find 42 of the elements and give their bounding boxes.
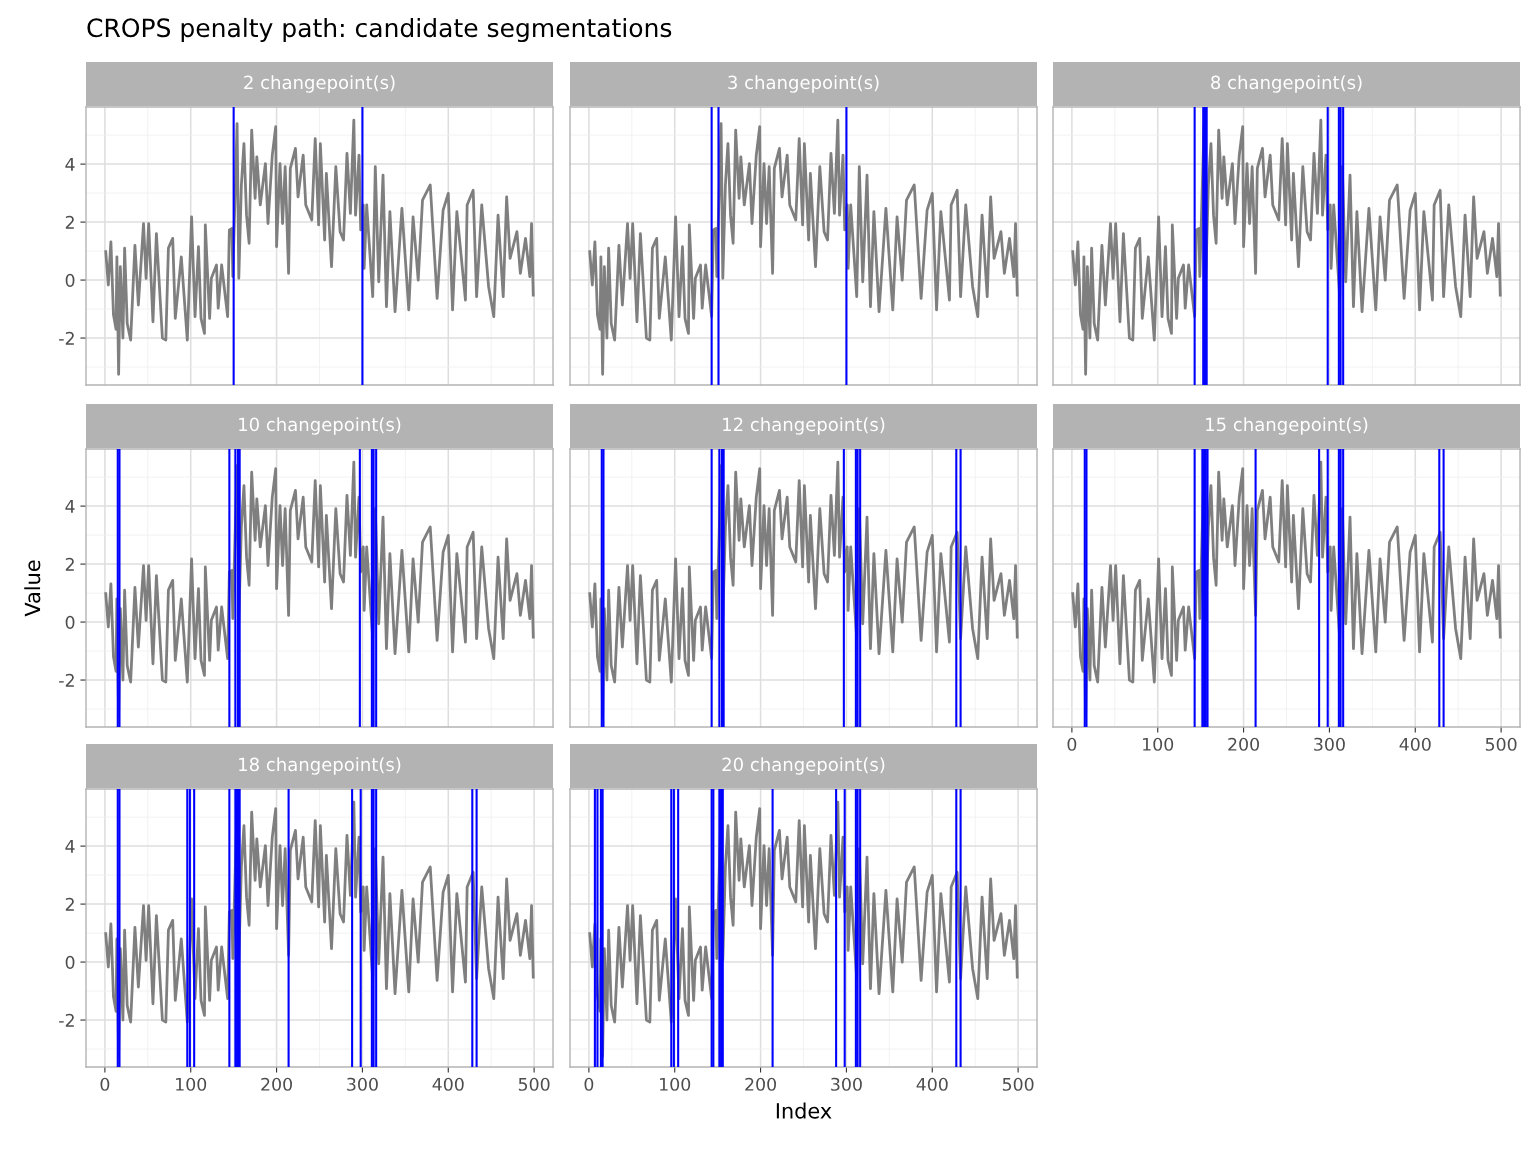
x-tick-label: 400 — [916, 1077, 948, 1091]
chart-title: 18 changepoint(s) — [239, 757, 401, 775]
x-tick-label: 200 — [745, 1077, 776, 1091]
y-tick-label: -2 — [59, 673, 74, 687]
y-tick-label: 4 — [65, 840, 75, 853]
y-tick-label: 2 — [65, 215, 74, 229]
x-tick-label: 500 — [1002, 1077, 1034, 1091]
x-tick-label: 100 — [176, 1077, 207, 1091]
y-tick-label: 2 — [65, 897, 74, 911]
x-tick-label: 300 — [831, 1077, 862, 1091]
x-tick-label: 200 — [1228, 737, 1259, 751]
chart-title: 2 changepoint(s) — [244, 75, 395, 93]
y-tick-label: -2 — [59, 1013, 74, 1027]
line-series — [104, 118, 535, 376]
x-tick-label: 300 — [1314, 737, 1345, 751]
text: CROPS penalty path: candidate segmentations — [87, 17, 672, 43]
x-tick-label: 500 — [518, 1077, 550, 1091]
chart-title: 8 changepoint(s) — [1211, 75, 1362, 93]
x-tick-label: 100 — [660, 1077, 691, 1091]
x-tick-label: 400 — [1399, 737, 1431, 751]
y-tick-label: -2 — [59, 331, 74, 345]
y-tick-label: 4 — [65, 158, 75, 171]
x-tick-label: 200 — [261, 1077, 292, 1091]
x-tick-label: 500 — [1485, 737, 1517, 751]
chart-title: 15 changepoint(s) — [1206, 417, 1368, 435]
y-axis-title: Value — [24, 560, 41, 617]
x-tick-label: 0 — [1067, 737, 1077, 751]
chart-title: 20 changepoint(s) — [722, 757, 885, 775]
y-tick-label: 0 — [65, 955, 75, 969]
chart-title: 12 changepoint(s) — [723, 417, 885, 435]
chart-title: 10 changepoint(s) — [239, 417, 401, 435]
x-tick-label: 400 — [432, 1077, 464, 1091]
y-tick-label: 0 — [65, 273, 75, 287]
y-tick-label: 0 — [65, 615, 75, 629]
y-tick-label: 4 — [65, 500, 75, 513]
x-tick-label: 0 — [100, 1077, 110, 1091]
x-tick-label: 300 — [347, 1077, 378, 1091]
y-tick-label: 2 — [65, 557, 74, 571]
x-tick-label: 100 — [1143, 737, 1174, 751]
x-tick-label: 0 — [584, 1077, 594, 1091]
x-axis-title: Index — [776, 1102, 832, 1119]
chart-title: 3 changepoint(s) — [728, 75, 879, 93]
